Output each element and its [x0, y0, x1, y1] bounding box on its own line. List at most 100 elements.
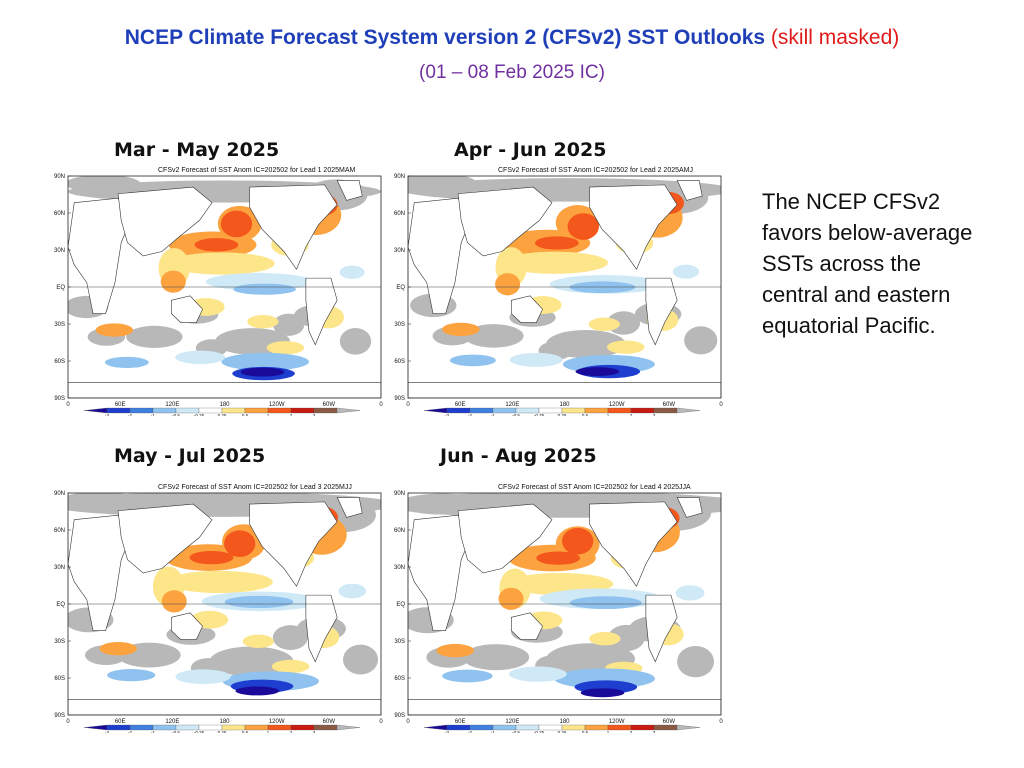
colorbar-segment [653, 407, 678, 414]
page-title: NCEP Climate Forecast System version 2 (… [0, 26, 1024, 50]
colorbar-tick-label: 3 [313, 730, 316, 733]
lon-tick-label: 120W [269, 402, 285, 408]
colorbar-tick-label: -0.5 [172, 730, 180, 733]
lat-tick-label: 30S [54, 322, 65, 328]
colorbar-segment [423, 407, 448, 414]
lat-tick-label: 30S [394, 322, 405, 328]
sst-anomaly-area [580, 688, 625, 698]
colorbar-tick-label: -0.25 [194, 730, 205, 733]
lat-tick-label: 90N [394, 174, 405, 180]
masked-region [339, 327, 372, 355]
land-mass [457, 503, 553, 574]
sst-anomaly-area [501, 251, 608, 274]
sst-anomaly-area [189, 550, 234, 565]
season-label-4: Jun - Aug 2025 [440, 445, 597, 467]
sst-map-svg: CFSv2 Forecast of SST Anom IC=202502 for… [394, 167, 723, 416]
season-label-2: Apr - Jun 2025 [454, 139, 607, 161]
colorbar-tick-label: 0.25 [218, 413, 227, 416]
colorbar-segment [607, 407, 632, 414]
land-mass [645, 594, 678, 663]
lat-tick-label: 60N [394, 211, 405, 217]
sst-map-panel-1: CFSv2 Forecast of SST Anom IC=202502 for… [48, 164, 383, 416]
lon-tick-label: 60E [455, 402, 466, 408]
title-mask-note: (skill masked) [770, 26, 900, 49]
colorbar-tick-label: -1 [151, 730, 155, 733]
colorbar-tick-label: -2 [468, 730, 472, 733]
colorbar-segment [129, 724, 154, 731]
masked-region [677, 645, 715, 678]
sst-anomaly-area [569, 596, 642, 610]
sst-anomaly-area [240, 367, 285, 377]
colorbar-tick-label: 1 [267, 413, 270, 416]
sst-anomaly-area [534, 236, 579, 250]
land-mass [676, 180, 703, 201]
masked-region [408, 493, 487, 515]
colorbar-segment [469, 724, 494, 731]
lon-tick-label: 120W [609, 402, 625, 408]
colorbar-segment [267, 407, 292, 414]
lon-tick-label: 120E [165, 402, 179, 408]
colorbar-segment [630, 407, 655, 414]
colorbar-tick-label: -2 [128, 730, 132, 733]
colorbar-segment [336, 724, 361, 731]
sst-anomaly-area [495, 273, 521, 296]
sst-anomaly-area [99, 642, 137, 656]
sst-anomaly-area [160, 270, 186, 293]
land-mass [336, 497, 363, 518]
colorbar-tick-label: -1 [151, 413, 155, 416]
colorbar-segment [267, 724, 292, 731]
sst-anomaly-area [575, 367, 620, 377]
colorbar-segment [676, 724, 701, 731]
lon-tick-label: 60E [115, 719, 126, 725]
colorbar-tick-label: 3 [653, 730, 656, 733]
sst-anomaly-area [161, 590, 187, 613]
lon-tick-label: 60W [323, 719, 336, 725]
land-mass [336, 180, 363, 201]
land-mass [117, 503, 213, 574]
lon-tick-label: 120W [269, 719, 285, 725]
sst-anomaly-area [224, 595, 294, 609]
lon-tick-label: 0 [719, 719, 723, 725]
land-mass [510, 612, 543, 640]
colorbar-segment [469, 407, 494, 414]
colorbar-segment [446, 407, 471, 414]
colorbar-segment [244, 407, 269, 414]
lon-tick-label: 60E [455, 719, 466, 725]
sst-anomaly-area [562, 527, 594, 555]
colorbar-segment [244, 724, 269, 731]
colorbar-tick-label: 0.5 [242, 413, 249, 416]
masked-region [408, 176, 477, 193]
map-plot-title: CFSv2 Forecast of SST Anom IC=202502 for… [158, 484, 352, 491]
map-plot-title: CFSv2 Forecast of SST Anom IC=202502 for… [158, 167, 356, 174]
colorbar-tick-label: 1 [607, 413, 610, 416]
title-main: NCEP Climate Forecast System version 2 (… [124, 26, 766, 49]
colorbar-segment [106, 407, 131, 414]
lon-tick-label: 60E [115, 402, 126, 408]
colorbar-tick-label: 1 [607, 730, 610, 733]
colorbar-segment [584, 407, 609, 414]
colorbar-tick-label: -0.5 [172, 413, 180, 416]
sst-anomaly-area [168, 252, 275, 275]
colorbar-segment [129, 407, 154, 414]
colorbar-tick-label: 0.5 [582, 413, 589, 416]
land-mass [170, 612, 203, 640]
sst-anomaly-area [235, 686, 280, 696]
colorbar-tick-label: -2 [468, 413, 472, 416]
colorbar-segment [630, 724, 655, 731]
lon-tick-label: 60W [323, 402, 336, 408]
lon-tick-label: 0 [379, 719, 383, 725]
lon-tick-label: 60W [663, 402, 676, 408]
land-mass [68, 699, 381, 715]
lon-tick-label: 180 [219, 402, 230, 408]
land-mass [249, 184, 338, 270]
lon-tick-label: 120E [505, 719, 519, 725]
lon-tick-label: 0 [719, 402, 723, 408]
masked-region [126, 325, 183, 349]
colorbar-segment [106, 724, 131, 731]
land-mass [457, 186, 553, 257]
lon-tick-label: 0 [406, 719, 410, 725]
colorbar-segment [313, 724, 338, 731]
lat-tick-label: 30N [394, 248, 405, 254]
lat-tick-label: 90N [394, 491, 405, 497]
sst-anomaly-area [675, 585, 705, 601]
